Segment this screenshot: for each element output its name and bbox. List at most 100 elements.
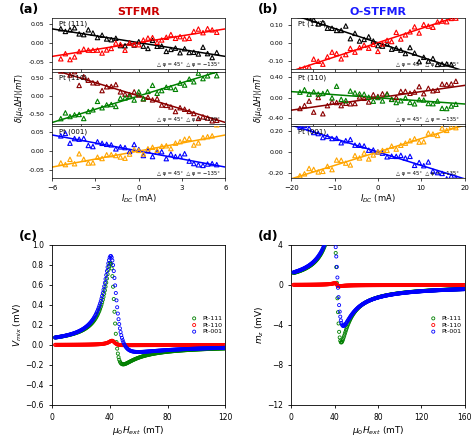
Pt-110 bbox=[340, 282, 347, 289]
Pt-110 bbox=[173, 341, 181, 348]
Pt-110 bbox=[315, 281, 322, 288]
Pt-110 bbox=[217, 341, 224, 348]
Pt-001 bbox=[141, 348, 149, 355]
Pt-001 bbox=[368, 296, 375, 303]
Point bbox=[144, 45, 152, 52]
Pt-111 bbox=[156, 349, 164, 356]
Pt-001 bbox=[119, 336, 127, 344]
Pt-111 bbox=[81, 326, 88, 333]
Point bbox=[447, 81, 455, 88]
Pt-111 bbox=[319, 246, 327, 253]
Pt-001 bbox=[105, 257, 113, 264]
Pt-111 bbox=[456, 286, 464, 293]
Pt-110 bbox=[370, 282, 377, 289]
Pt-110 bbox=[364, 282, 371, 289]
Pt-110 bbox=[340, 282, 348, 289]
Pt-110 bbox=[386, 282, 394, 289]
Pt-001 bbox=[332, 253, 340, 260]
Pt-001 bbox=[60, 332, 68, 340]
Pt-110 bbox=[62, 341, 70, 348]
Point bbox=[89, 79, 97, 86]
Pt-001 bbox=[448, 286, 456, 293]
Pt-001 bbox=[147, 348, 155, 355]
Point bbox=[443, 81, 450, 88]
Pt-110 bbox=[65, 341, 73, 348]
Pt-110 bbox=[99, 340, 106, 348]
Pt-110 bbox=[124, 342, 131, 349]
Pt-110 bbox=[417, 282, 425, 289]
Pt-111 bbox=[167, 348, 175, 355]
Pt-110 bbox=[117, 341, 124, 348]
Pt-110 bbox=[374, 282, 382, 289]
Point bbox=[112, 152, 119, 159]
Pt-110 bbox=[121, 342, 128, 349]
Point bbox=[204, 133, 211, 140]
Pt-001 bbox=[421, 287, 428, 295]
Point bbox=[62, 50, 69, 57]
Pt-111 bbox=[96, 305, 104, 312]
Pt-110 bbox=[150, 342, 157, 349]
Pt-001 bbox=[355, 303, 362, 311]
Pt-111 bbox=[326, 226, 334, 233]
Point bbox=[66, 156, 74, 163]
Point bbox=[80, 135, 88, 142]
Pt-001 bbox=[362, 299, 370, 306]
Pt-001 bbox=[160, 347, 167, 354]
Pt-111 bbox=[409, 288, 416, 295]
Pt-001 bbox=[181, 346, 189, 353]
Pt-001 bbox=[456, 286, 464, 293]
Pt-110 bbox=[104, 339, 111, 346]
Pt-110 bbox=[443, 282, 451, 289]
Pt-001 bbox=[61, 332, 68, 340]
Pt-111 bbox=[150, 350, 158, 357]
Pt-110 bbox=[314, 281, 321, 288]
Pt-001 bbox=[428, 287, 436, 294]
Pt-001 bbox=[395, 290, 402, 297]
Pt-001 bbox=[431, 287, 438, 294]
Pt-110 bbox=[355, 282, 362, 289]
Pt-001 bbox=[406, 289, 413, 296]
Pt-001 bbox=[158, 347, 166, 354]
Pt-110 bbox=[217, 341, 225, 348]
Pt-001 bbox=[213, 344, 221, 352]
Pt-001 bbox=[113, 297, 120, 304]
Pt-111 bbox=[144, 352, 151, 359]
Pt-001 bbox=[453, 286, 460, 293]
Pt-001 bbox=[320, 243, 328, 250]
Pt-001 bbox=[185, 345, 192, 352]
Pt-001 bbox=[210, 344, 217, 352]
Pt-001 bbox=[178, 346, 186, 353]
Pt-001 bbox=[90, 315, 97, 322]
Pt-110 bbox=[360, 282, 367, 289]
Pt-111 bbox=[76, 328, 84, 335]
Pt-111 bbox=[441, 286, 448, 293]
Pt-111 bbox=[91, 315, 99, 322]
Point bbox=[209, 54, 216, 61]
Pt-110 bbox=[60, 341, 68, 348]
Pt-110 bbox=[181, 341, 189, 348]
Pt-110 bbox=[311, 281, 319, 288]
Pt-111 bbox=[371, 295, 378, 302]
Pt-110 bbox=[185, 341, 192, 348]
Point bbox=[415, 29, 423, 36]
Point bbox=[209, 132, 216, 139]
Pt-110 bbox=[68, 341, 76, 348]
Point bbox=[346, 136, 354, 143]
Pt-110 bbox=[195, 341, 202, 348]
Pt-111 bbox=[161, 348, 169, 356]
Pt-001 bbox=[197, 345, 204, 352]
Pt-110 bbox=[163, 341, 170, 348]
Pt-110 bbox=[310, 281, 318, 288]
Pt-001 bbox=[163, 347, 171, 354]
Pt-111 bbox=[323, 238, 330, 245]
Pt-001 bbox=[217, 344, 225, 352]
Pt-001 bbox=[435, 287, 442, 294]
Point bbox=[415, 96, 423, 103]
Pt-001 bbox=[102, 271, 110, 279]
Pt-110 bbox=[59, 341, 67, 348]
Point bbox=[328, 166, 336, 173]
Pt-111 bbox=[176, 347, 184, 354]
Pt-111 bbox=[58, 333, 65, 340]
Pt-111 bbox=[405, 288, 412, 295]
Pt-001 bbox=[128, 348, 135, 355]
